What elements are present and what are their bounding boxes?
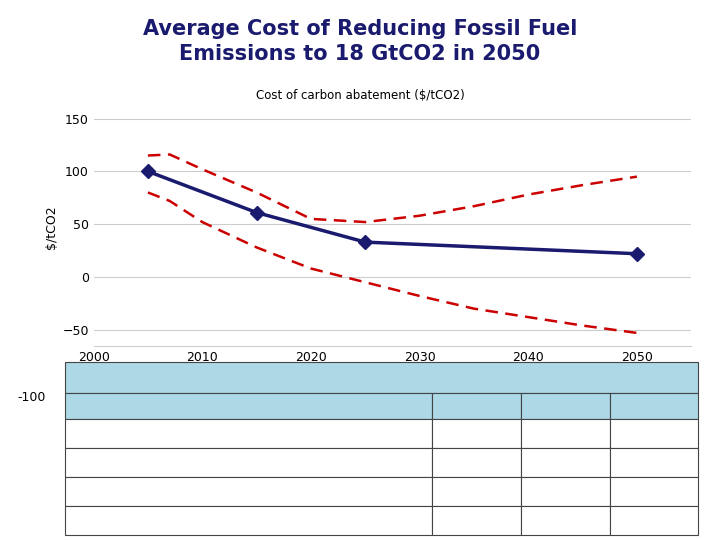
Text: 2.2: 2.2 bbox=[468, 486, 485, 496]
Text: 134: 134 bbox=[467, 515, 487, 525]
Text: -100: -100 bbox=[17, 392, 46, 404]
Text: 930: 930 bbox=[644, 515, 664, 525]
Text: 22: 22 bbox=[647, 428, 661, 438]
Text: Average cost of abatement, $/t CO₂: Average cost of abatement, $/t CO₂ bbox=[68, 428, 253, 438]
Text: Average Cost of Reducing Fossil Fuel
Emissions to 18 GtCO2 in 2050: Average Cost of Reducing Fossil Fuel Emi… bbox=[143, 19, 577, 64]
Text: 42.6: 42.6 bbox=[642, 486, 666, 496]
Text: 61: 61 bbox=[470, 428, 483, 438]
Text: 349: 349 bbox=[555, 515, 575, 525]
Text: Total cost of abatement, $ billion per year:: Total cost of abatement, $ billion per y… bbox=[68, 515, 289, 525]
Text: 2025: 2025 bbox=[552, 401, 580, 411]
Y-axis label: $/tCO2: $/tCO2 bbox=[45, 205, 58, 248]
Text: 2015: 2015 bbox=[462, 401, 491, 411]
Text: Emissions Abated GtCO₂: Emissions Abated GtCO₂ bbox=[68, 457, 196, 467]
Text: 10.7: 10.7 bbox=[554, 486, 577, 496]
Text: (relative to emissions in BAU): (relative to emissions in BAU) bbox=[68, 486, 222, 496]
Text: 2050: 2050 bbox=[640, 401, 668, 411]
Text: Cost of carbon abatement ($/tCO2): Cost of carbon abatement ($/tCO2) bbox=[256, 89, 464, 102]
Text: 33: 33 bbox=[559, 428, 572, 438]
Text: Table 9.1    Annual total costs of reducing fossil fuel emissions to 18 GtCO₂ in: Table 9.1 Annual total costs of reducing… bbox=[68, 373, 536, 382]
